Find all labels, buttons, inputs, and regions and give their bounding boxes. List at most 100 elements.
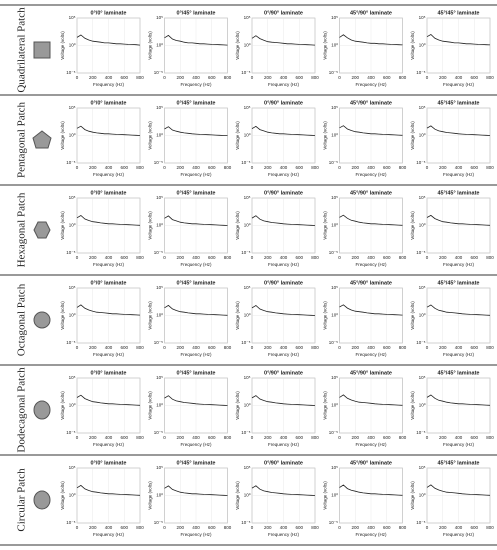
x-tick-label: 0 bbox=[163, 525, 166, 530]
y-tick-label: 10⁻⁵ bbox=[241, 340, 250, 345]
x-tick-label: 200 bbox=[264, 435, 272, 440]
x-axis-label: Frequency (Hz) bbox=[443, 172, 475, 177]
x-tick-label: 400 bbox=[455, 525, 463, 530]
y-tick-label: 10⁵ bbox=[156, 195, 163, 200]
x-axis-label: Frequency (Hz) bbox=[93, 172, 125, 177]
y-tick-label: 10⁵ bbox=[69, 105, 76, 110]
chart-title: 0°/90° laminate bbox=[264, 190, 303, 196]
x-tick-label: 200 bbox=[89, 435, 97, 440]
x-axis-label: Frequency (Hz) bbox=[355, 532, 387, 537]
x-tick-label: 400 bbox=[105, 75, 113, 80]
x-axis-label: Frequency (Hz) bbox=[268, 352, 300, 357]
spectrum-line bbox=[426, 484, 491, 496]
x-tick-label: 0 bbox=[251, 75, 254, 80]
row-label: Octagonal Patch bbox=[16, 283, 28, 356]
x-tick-label: 400 bbox=[192, 345, 200, 350]
y-tick-label: 10⁰ bbox=[69, 133, 76, 138]
y-tick-label: 10⁻⁵ bbox=[154, 430, 163, 435]
chart-title: 0°/45° laminate bbox=[177, 370, 216, 376]
x-tick-label: 0 bbox=[76, 255, 79, 260]
x-tick-label: 600 bbox=[295, 165, 303, 170]
x-tick-label: 0 bbox=[338, 525, 341, 530]
x-tick-label: 800 bbox=[136, 75, 144, 80]
spectrum-line bbox=[164, 126, 228, 136]
y-axis-label: Voltage (volts) bbox=[323, 391, 328, 420]
x-tick-label: 0 bbox=[163, 255, 166, 260]
chart-title: 0°/45° laminate bbox=[177, 10, 216, 16]
y-axis-label: Voltage (volts) bbox=[235, 121, 240, 150]
x-tick-label: 400 bbox=[455, 165, 463, 170]
icon bbox=[32, 130, 52, 149]
y-tick-label: 10⁻⁵ bbox=[329, 250, 338, 255]
y-tick-label: 10⁻⁵ bbox=[241, 520, 250, 525]
x-tick-label: 400 bbox=[192, 435, 200, 440]
x-tick-label: 400 bbox=[280, 525, 288, 530]
x-tick-label: 800 bbox=[399, 255, 407, 260]
y-axis-label: Voltage (volts) bbox=[410, 481, 415, 510]
x-axis-label: Frequency (Hz) bbox=[93, 442, 125, 447]
y-axis-label: Voltage (volts) bbox=[410, 391, 415, 420]
x-tick-label: 400 bbox=[192, 165, 200, 170]
x-tick-label: 200 bbox=[89, 525, 97, 530]
x-tick-label: 600 bbox=[383, 435, 391, 440]
y-tick-label: 10⁻⁵ bbox=[241, 70, 250, 75]
x-axis-label: Frequency (Hz) bbox=[443, 352, 475, 357]
row-label: Pentagonal Patch bbox=[16, 101, 28, 178]
y-axis-label: Voltage (volts) bbox=[410, 301, 415, 330]
x-tick-label: 0 bbox=[338, 435, 341, 440]
y-axis-label: Voltage (volts) bbox=[323, 31, 328, 60]
x-tick-label: 400 bbox=[455, 75, 463, 80]
x-tick-label: 800 bbox=[224, 435, 232, 440]
y-tick-label: 10⁵ bbox=[69, 15, 76, 20]
x-axis-label: Frequency (Hz) bbox=[268, 172, 300, 177]
y-tick-label: 10⁰ bbox=[419, 493, 426, 498]
y-tick-label: 10⁻⁵ bbox=[66, 160, 75, 165]
chart-title: 0°/0° laminate bbox=[91, 370, 127, 376]
chart-title: 0°/0° laminate bbox=[91, 10, 127, 16]
spectrum-line bbox=[164, 34, 228, 46]
y-tick-label: 10⁰ bbox=[419, 43, 426, 48]
y-axis-label: Voltage (volts) bbox=[235, 31, 240, 60]
row-label: Quadrilateral Patch bbox=[16, 7, 28, 93]
y-tick-label: 10⁵ bbox=[419, 375, 426, 380]
chart-title: 45°/90° laminate bbox=[350, 370, 392, 376]
x-tick-label: 800 bbox=[311, 525, 319, 530]
x-tick-label: 400 bbox=[367, 165, 375, 170]
y-axis-label: Voltage (volts) bbox=[60, 31, 65, 60]
chart-title: 45°/90° laminate bbox=[350, 190, 392, 196]
y-tick-label: 10⁵ bbox=[69, 285, 76, 290]
y-tick-label: 10⁵ bbox=[69, 465, 76, 470]
x-tick-label: 0 bbox=[76, 435, 79, 440]
y-tick-label: 10⁻⁵ bbox=[154, 160, 163, 165]
y-tick-label: 10⁰ bbox=[419, 133, 426, 138]
x-tick-label: 200 bbox=[176, 435, 184, 440]
spectrum-line bbox=[339, 125, 403, 136]
x-tick-label: 800 bbox=[486, 75, 494, 80]
x-tick-label: 200 bbox=[264, 165, 272, 170]
y-tick-label: 10⁵ bbox=[331, 105, 338, 110]
x-tick-label: 600 bbox=[470, 525, 478, 530]
x-tick-label: 0 bbox=[163, 165, 166, 170]
y-tick-label: 10⁻⁵ bbox=[416, 250, 425, 255]
y-tick-label: 10⁵ bbox=[244, 15, 251, 20]
x-tick-label: 600 bbox=[120, 75, 128, 80]
x-tick-label: 800 bbox=[399, 525, 407, 530]
y-axis-label: Voltage (volts) bbox=[323, 211, 328, 240]
y-tick-label: 10⁰ bbox=[331, 133, 338, 138]
spectrum-line bbox=[251, 305, 316, 316]
y-tick-label: 10⁰ bbox=[331, 403, 338, 408]
y-axis-label: Voltage (volts) bbox=[148, 391, 153, 420]
x-tick-label: 400 bbox=[367, 525, 375, 530]
x-axis-label: Frequency (Hz) bbox=[443, 262, 475, 267]
y-tick-label: 10⁰ bbox=[244, 313, 251, 318]
x-tick-label: 800 bbox=[399, 435, 407, 440]
x-axis-label: Frequency (Hz) bbox=[93, 532, 125, 537]
chart-title: 0°/45° laminate bbox=[177, 280, 216, 286]
y-axis-label: Voltage (volts) bbox=[410, 211, 415, 240]
x-tick-label: 800 bbox=[224, 345, 232, 350]
y-tick-label: 10⁰ bbox=[156, 403, 163, 408]
chart-title: 45°/45° laminate bbox=[437, 370, 479, 376]
x-tick-label: 200 bbox=[176, 165, 184, 170]
x-tick-label: 600 bbox=[208, 525, 216, 530]
y-tick-label: 10⁵ bbox=[156, 375, 163, 380]
